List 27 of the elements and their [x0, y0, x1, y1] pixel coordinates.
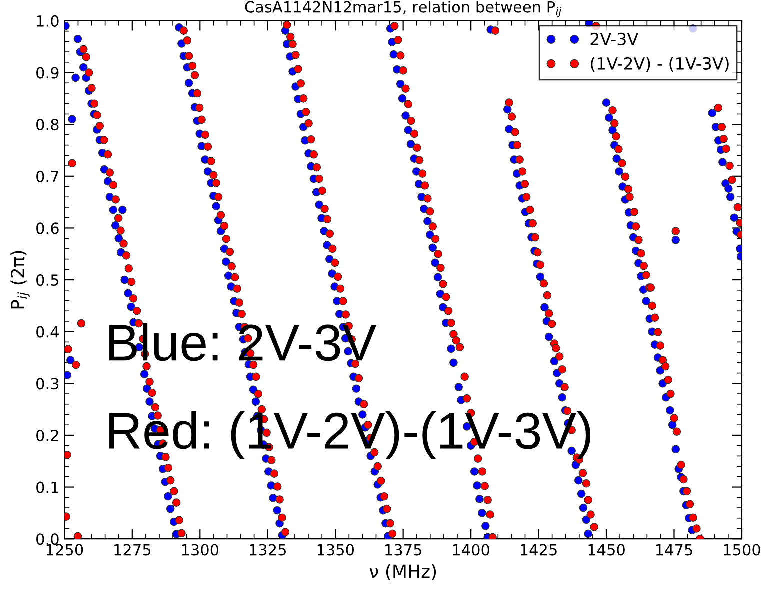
x-tick-label: 1475 — [656, 544, 692, 556]
y-tick-label: 0.4 — [36, 326, 59, 338]
x-tick-label: 1350 — [318, 544, 354, 556]
y-tick-label: 0.1 — [36, 482, 58, 494]
y-tick-label: 0.7 — [36, 170, 59, 182]
legend-label: (1V-2V) - (1V-3V) — [591, 57, 729, 72]
x-axis-title: ν (MHz) — [370, 564, 436, 580]
x-tick-label: 1450 — [588, 544, 625, 556]
x-tick-label: 1375 — [386, 544, 422, 556]
y-tick-label: 1.0 — [37, 15, 59, 27]
x-tick-label: 1250 — [46, 544, 84, 556]
legend-label: 2V-3V — [590, 32, 639, 46]
y-axis-title: P$_{ij}$ (2π) — [10, 251, 30, 309]
y-tick-label: 0.9 — [36, 67, 59, 79]
y-tick-label: 0.6 — [36, 222, 59, 234]
x-tick-label: 1325 — [250, 544, 286, 556]
chart-title: CasA1142N12mar15, relation between P$_{ij}$ — [245, 1, 562, 18]
y-tick-label: 0.5 — [36, 274, 58, 286]
x-tick-label: 1425 — [521, 544, 557, 556]
y-tick-label: 0.0 — [36, 534, 59, 546]
x-tick-label: 1400 — [453, 544, 490, 556]
y-tick-label: 0.2 — [36, 430, 58, 442]
y-tick-label: 0.3 — [36, 378, 59, 390]
x-tick-label: 1500 — [724, 544, 760, 556]
x-tick-label: 1300 — [182, 544, 219, 556]
x-tick-label: 1275 — [114, 544, 151, 556]
y-tick-label: 0.8 — [36, 119, 59, 131]
